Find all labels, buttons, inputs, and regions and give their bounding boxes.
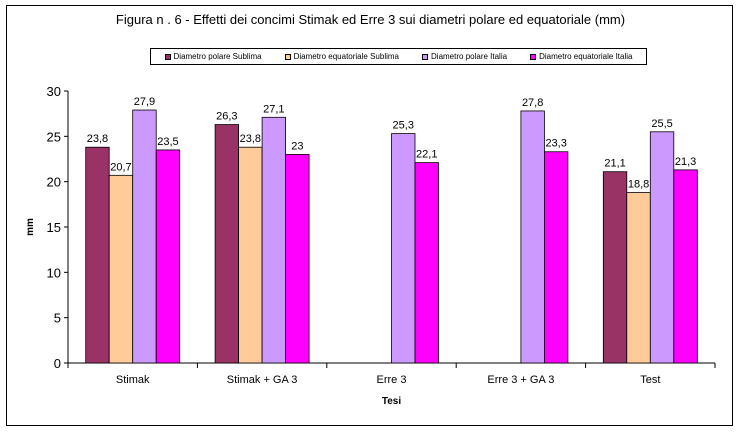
- x-axis-title: Tesi: [382, 396, 401, 407]
- bar: [214, 124, 240, 364]
- bar: [391, 133, 416, 364]
- bar: [238, 146, 263, 364]
- x-tick-label: Erre 3 + GA 3: [487, 374, 554, 386]
- legend-label-equatoriale-italia: Diametro equatoriale Italia: [539, 52, 633, 61]
- chart-title: Figura n . 6 - Effetti dei concimi Stima…: [115, 12, 626, 27]
- bar: [602, 171, 628, 364]
- data-label: 23,5: [157, 136, 178, 148]
- legend-label-equatoriale-sublima: Diametro equatoriale Sublima: [293, 52, 399, 61]
- bar: [520, 110, 545, 364]
- data-label: 27,9: [134, 96, 155, 108]
- legend-item-polare-italia: Diametro polare Italia: [422, 52, 507, 61]
- y-tick-label: 30: [47, 84, 61, 99]
- legend-swatch-equatoriale-italia: [530, 53, 537, 60]
- legend: Diametro polare Sublima Diametro equator…: [150, 48, 647, 65]
- x-tick-label: Stimak + GA 3: [227, 374, 298, 386]
- data-label: 27,1: [263, 103, 284, 115]
- y-tick-label: 20: [47, 175, 61, 190]
- data-label: 23: [291, 140, 303, 152]
- legend-item-equatoriale-sublima: Diametro equatoriale Sublima: [284, 52, 399, 61]
- legend-item-equatoriale-italia: Diametro equatoriale Italia: [530, 52, 632, 61]
- legend-label-polare-sublima: Diametro polare Sublima: [173, 52, 262, 61]
- data-label: 21,3: [675, 156, 696, 168]
- data-label: 25,5: [651, 118, 672, 130]
- bar: [414, 162, 439, 364]
- data-label: 23,8: [87, 133, 108, 145]
- data-label: 22,1: [416, 149, 437, 161]
- bar: [85, 146, 110, 364]
- x-tick-label: Stimak: [116, 374, 150, 386]
- legend-label-polare-italia: Diametro polare Italia: [431, 52, 508, 61]
- bar: [544, 151, 569, 364]
- data-label: 26,3: [216, 111, 237, 123]
- bar: [673, 169, 698, 364]
- y-tick-label: 10: [47, 265, 61, 280]
- data-label: 25,3: [393, 120, 414, 132]
- bar: [285, 154, 310, 364]
- data-label: 18,8: [628, 179, 649, 191]
- y-axis-title: mm: [25, 218, 36, 236]
- x-tick-label: Test: [640, 374, 660, 386]
- bar: [108, 174, 134, 364]
- bar: [155, 149, 181, 364]
- bar: [132, 109, 157, 364]
- data-label: 23,3: [545, 138, 566, 150]
- legend-item-polare-sublima: Diametro polare Sublima: [164, 52, 262, 61]
- legend-swatch-polare-sublima: [164, 53, 171, 60]
- data-label: 21,1: [604, 158, 625, 170]
- data-label: 27,8: [522, 97, 543, 109]
- y-tick-label: 0: [54, 356, 61, 371]
- bar: [626, 192, 651, 364]
- y-tick-label: 15: [47, 220, 61, 235]
- legend-swatch-polare-italia: [422, 53, 429, 60]
- data-label: 23,8: [240, 133, 261, 145]
- legend-swatch-equatoriale-sublima: [284, 53, 291, 60]
- bar: [261, 116, 287, 364]
- x-tick-label: Erre 3: [377, 374, 407, 386]
- data-label: 20,7: [110, 161, 131, 173]
- bar: [649, 131, 675, 364]
- y-tick-label: 5: [54, 311, 61, 326]
- y-tick-label: 25: [47, 129, 61, 144]
